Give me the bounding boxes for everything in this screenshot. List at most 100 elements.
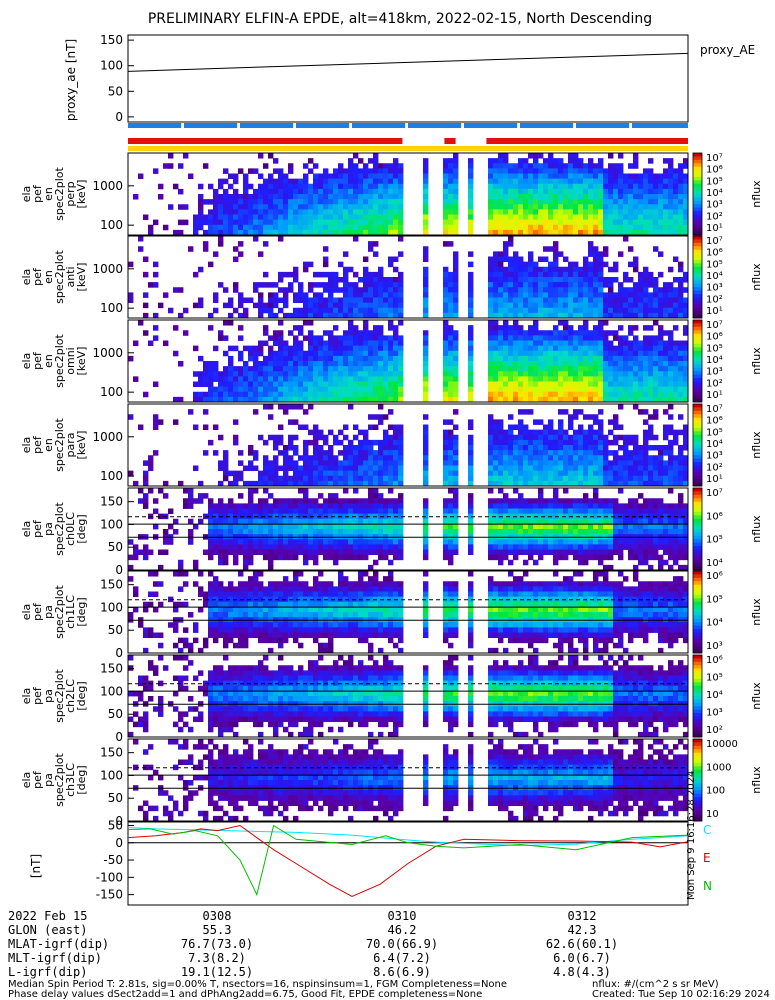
spectro-cell <box>268 194 274 200</box>
spectro-cell <box>278 523 284 530</box>
spectro-cell <box>303 224 309 231</box>
spectro-cell <box>253 188 259 195</box>
spectro-cell <box>563 381 569 388</box>
spectro-cell <box>593 261 599 268</box>
spectro-cell <box>183 498 189 504</box>
spectro-cell <box>613 261 619 268</box>
spectro-cell <box>508 386 514 393</box>
spectro-cell <box>453 424 459 431</box>
spectro-cell <box>498 330 504 336</box>
spectro-cell <box>378 465 384 472</box>
spectro-cell <box>223 366 229 372</box>
spectro-cell <box>518 297 524 304</box>
spectro-cell <box>493 549 499 556</box>
spectro-cell <box>633 439 639 446</box>
spectro-cell <box>398 396 404 403</box>
spectro-cell <box>238 549 244 556</box>
spectro-cell <box>618 396 624 403</box>
spectro-cell <box>533 277 539 283</box>
spectro-cell <box>293 340 299 347</box>
spectro-cell <box>498 475 504 482</box>
spectro-cell <box>538 518 544 525</box>
spectro-cell <box>673 325 679 331</box>
spectro-cell <box>318 455 324 461</box>
spectro-cell <box>308 224 314 231</box>
spectro-cell <box>613 277 619 283</box>
spectro-cell <box>378 199 384 205</box>
spectro-cell <box>423 335 429 341</box>
spectro-cell <box>468 183 474 190</box>
spectro-cell <box>228 361 234 367</box>
spectro-cell <box>228 173 234 180</box>
spectro-cell <box>393 508 399 515</box>
spectro-cell <box>598 376 604 382</box>
spectrogram-panels: 1000100elapefenspec2plotperp[keV]10⁷10⁶1… <box>20 152 763 828</box>
spectro-cell <box>303 409 309 415</box>
spectro-cell <box>378 391 384 398</box>
spectro-cell <box>378 335 384 341</box>
spectro-cell <box>538 173 544 180</box>
spectro-cell <box>173 419 179 425</box>
spectro-cell <box>633 229 639 236</box>
spectro-cell <box>528 194 534 200</box>
spectro-cell <box>468 381 474 388</box>
spectro-cell <box>348 439 354 446</box>
spectro-cell <box>203 391 209 398</box>
spectro-cell <box>233 173 239 180</box>
spectro-cell <box>523 381 529 388</box>
colorbar-seg <box>693 438 702 443</box>
spectro-cell <box>363 307 369 314</box>
spectro-cell <box>543 366 549 372</box>
spectro-cell <box>503 366 509 372</box>
spectro-cell <box>393 199 399 205</box>
spectro-cell <box>508 391 514 398</box>
spectro-cell <box>673 178 679 185</box>
spectro-cell <box>498 163 504 169</box>
spectro-cell <box>553 241 559 247</box>
panel-pitch_angle_ch0: 150100500elapefpaspec2plotch0LC[deg]10⁷1… <box>20 487 763 577</box>
colorbar-tick: 10⁴ <box>706 355 723 366</box>
spectro-cell <box>143 549 149 556</box>
spectro-cell <box>603 345 609 352</box>
spectro-cell <box>318 391 324 398</box>
spectro-cell <box>488 424 494 431</box>
spectro-cell <box>538 178 544 185</box>
spectro-cell <box>503 460 509 466</box>
spectro-cell <box>508 539 514 545</box>
spectro-cell <box>348 376 354 382</box>
spectro-cell <box>313 549 319 556</box>
spectro-cell <box>133 549 139 556</box>
spectro-cell <box>573 445 579 451</box>
spectro-cell <box>543 188 549 195</box>
spectro-cell <box>273 178 279 185</box>
spectro-cell <box>503 330 509 336</box>
spectro-cell <box>643 355 649 362</box>
spectro-cell <box>643 475 649 482</box>
spectro-cell <box>573 277 579 283</box>
spectro-cell <box>373 251 379 257</box>
spectro-cell <box>498 224 504 231</box>
spectro-cell <box>608 350 614 357</box>
spectro-cell <box>423 183 429 190</box>
spectro-cell <box>388 424 394 431</box>
spectro-cell <box>598 470 604 477</box>
spectro-cell <box>333 297 339 304</box>
spectro-cell <box>303 450 309 456</box>
spectro-cell <box>288 455 294 461</box>
spectro-cell <box>678 163 684 169</box>
y-tick-label: 1000 <box>92 179 123 193</box>
spectro-cell <box>358 376 364 382</box>
spectro-cell <box>223 544 229 550</box>
spectro-cell <box>368 312 374 319</box>
spectro-cell <box>663 214 669 221</box>
spectro-cell <box>513 386 519 393</box>
spectro-cell <box>603 475 609 482</box>
spectro-cell <box>613 355 619 362</box>
spectro-cell <box>553 277 559 283</box>
spectro-cell <box>338 371 344 377</box>
spectro-cell <box>568 325 574 331</box>
spectro-cell <box>448 549 454 556</box>
spectro-cell <box>398 455 404 461</box>
spectro-cell <box>503 429 509 436</box>
spectro-cell <box>528 503 534 509</box>
